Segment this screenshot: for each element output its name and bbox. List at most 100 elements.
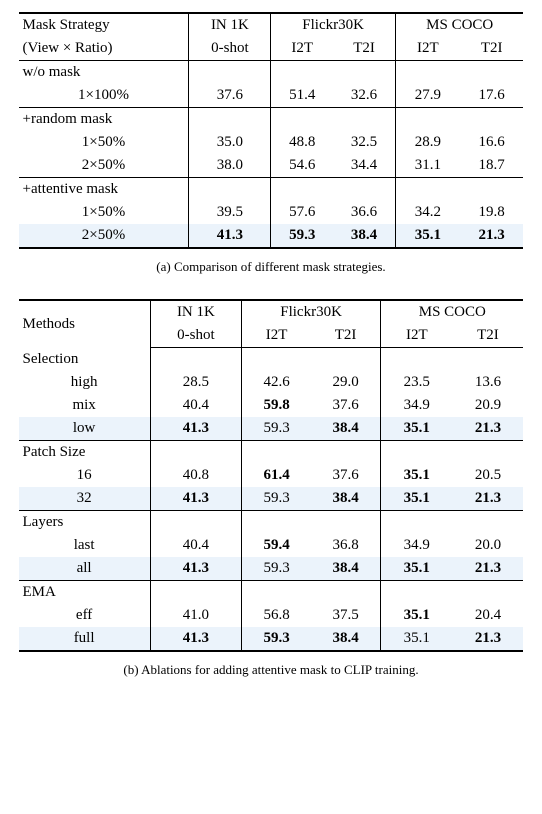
table-cell: 35.1 xyxy=(381,417,453,441)
table-cell: 34.9 xyxy=(381,394,453,417)
table-cell: 21.3 xyxy=(452,627,523,651)
table-cell: 38.4 xyxy=(333,224,395,248)
table-cell: 40.4 xyxy=(150,534,241,557)
table-cell: 36.8 xyxy=(311,534,381,557)
table-cell: 59.3 xyxy=(242,487,312,511)
table-row: high28.542.629.023.513.6 xyxy=(19,371,524,394)
table-row: 3241.359.338.435.121.3 xyxy=(19,487,524,511)
row-label: low xyxy=(19,417,151,441)
section-label: Selection xyxy=(19,348,151,371)
table-cell: 20.9 xyxy=(452,394,523,417)
table-cell: 41.3 xyxy=(150,627,241,651)
table-cell: 41.3 xyxy=(150,487,241,511)
table-cell: 32.5 xyxy=(333,131,395,154)
table-cell: 59.3 xyxy=(242,627,312,651)
header-t2i-1: T2I xyxy=(333,37,395,61)
table-cell: 59.3 xyxy=(271,224,333,248)
table-cell: 41.3 xyxy=(150,417,241,441)
table-row: all41.359.338.435.121.3 xyxy=(19,557,524,581)
caption-table-a: (a) Comparison of different mask strateg… xyxy=(19,259,524,275)
header-t2i-2: T2I xyxy=(460,37,524,61)
table-cell: 20.5 xyxy=(452,464,523,487)
section-label: +random mask xyxy=(19,108,189,132)
header-strategy-line1: Mask Strategy xyxy=(19,13,189,37)
table-row: 1×50%39.557.636.634.219.8 xyxy=(19,201,524,224)
table-cell: 35.1 xyxy=(395,224,459,248)
row-label: full xyxy=(19,627,151,651)
section-row: w/o mask xyxy=(19,61,524,85)
section-row: Patch Size xyxy=(19,440,524,464)
table-row: eff41.056.837.535.120.4 xyxy=(19,604,524,627)
row-label: 32 xyxy=(19,487,151,511)
header-in1k: IN 1K xyxy=(189,13,271,37)
table-row: full41.359.338.435.121.3 xyxy=(19,627,524,651)
table-cell: 40.4 xyxy=(150,394,241,417)
table-cell: 17.6 xyxy=(460,84,524,108)
table-cell: 35.1 xyxy=(381,604,453,627)
row-label: eff xyxy=(19,604,151,627)
header-i2t-1: I2T xyxy=(271,37,333,61)
table-cell: 61.4 xyxy=(242,464,312,487)
section-label: +attentive mask xyxy=(19,178,189,202)
row-label: mix xyxy=(19,394,151,417)
table-cell: 19.8 xyxy=(460,201,524,224)
row-label: all xyxy=(19,557,151,581)
table-cell: 57.6 xyxy=(271,201,333,224)
table-row: 1×100%37.651.432.627.917.6 xyxy=(19,84,524,108)
section-label: EMA xyxy=(19,580,151,604)
section-row: Layers xyxy=(19,510,524,534)
table-cell: 34.9 xyxy=(381,534,453,557)
table-cell: 21.3 xyxy=(452,487,523,511)
table-cell: 38.4 xyxy=(311,487,381,511)
table-cell: 36.6 xyxy=(333,201,395,224)
table-cell: 34.2 xyxy=(395,201,459,224)
table-b-ablations: Methods IN 1K Flickr30K MS COCO 0-shot I… xyxy=(19,299,524,652)
row-label: 1×100% xyxy=(19,84,189,108)
row-label: 2×50% xyxy=(19,224,189,248)
section-row: +random mask xyxy=(19,108,524,132)
table-cell: 48.8 xyxy=(271,131,333,154)
table-cell: 40.8 xyxy=(150,464,241,487)
row-label: last xyxy=(19,534,151,557)
table-cell: 38.4 xyxy=(311,557,381,581)
table-cell: 35.1 xyxy=(381,464,453,487)
header-i2t-2: I2T xyxy=(395,37,459,61)
header-coco-b: MS COCO xyxy=(381,300,524,324)
table-row: 1640.861.437.635.120.5 xyxy=(19,464,524,487)
table-row: low41.359.338.435.121.3 xyxy=(19,417,524,441)
header-methods: Methods xyxy=(19,300,151,348)
header-zeroshot: 0-shot xyxy=(189,37,271,61)
caption-table-b: (b) Ablations for adding attentive mask … xyxy=(19,662,524,678)
header-strategy-line2: (View × Ratio) xyxy=(19,37,189,61)
header-flickr-b: Flickr30K xyxy=(242,300,381,324)
row-label: high xyxy=(19,371,151,394)
header-t2i-b2: T2I xyxy=(452,324,523,348)
table-cell: 21.3 xyxy=(460,224,524,248)
table-cell: 21.3 xyxy=(452,417,523,441)
header-i2t-b2: I2T xyxy=(381,324,453,348)
table-cell: 54.6 xyxy=(271,154,333,178)
table-cell: 23.5 xyxy=(381,371,453,394)
table-cell: 18.7 xyxy=(460,154,524,178)
table-cell: 35.1 xyxy=(381,487,453,511)
table-cell: 38.0 xyxy=(189,154,271,178)
table-row: 2×50%38.054.634.431.118.7 xyxy=(19,154,524,178)
table-cell: 41.3 xyxy=(189,224,271,248)
row-label: 1×50% xyxy=(19,131,189,154)
table-row: 1×50%35.048.832.528.916.6 xyxy=(19,131,524,154)
table-cell: 35.1 xyxy=(381,627,453,651)
header-i2t-b1: I2T xyxy=(242,324,312,348)
table-cell: 59.3 xyxy=(242,557,312,581)
table-cell: 59.8 xyxy=(242,394,312,417)
table-cell: 56.8 xyxy=(242,604,312,627)
table-cell: 34.4 xyxy=(333,154,395,178)
table-cell: 21.3 xyxy=(452,557,523,581)
header-in1k-b: IN 1K xyxy=(150,300,241,324)
section-row: EMA xyxy=(19,580,524,604)
table-cell: 13.6 xyxy=(452,371,523,394)
section-label: Layers xyxy=(19,510,151,534)
table-row: 2×50%41.359.338.435.121.3 xyxy=(19,224,524,248)
table-cell: 20.4 xyxy=(452,604,523,627)
header-coco: MS COCO xyxy=(395,13,523,37)
table-cell: 38.4 xyxy=(311,417,381,441)
